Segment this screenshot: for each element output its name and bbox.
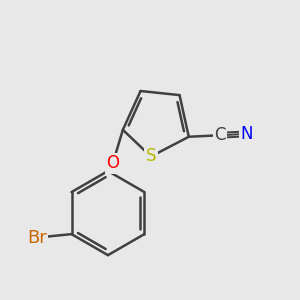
Text: O: O bbox=[106, 154, 119, 172]
Text: Br: Br bbox=[27, 229, 46, 247]
Text: S: S bbox=[146, 148, 156, 166]
Text: C: C bbox=[214, 126, 226, 144]
Text: N: N bbox=[241, 125, 253, 143]
